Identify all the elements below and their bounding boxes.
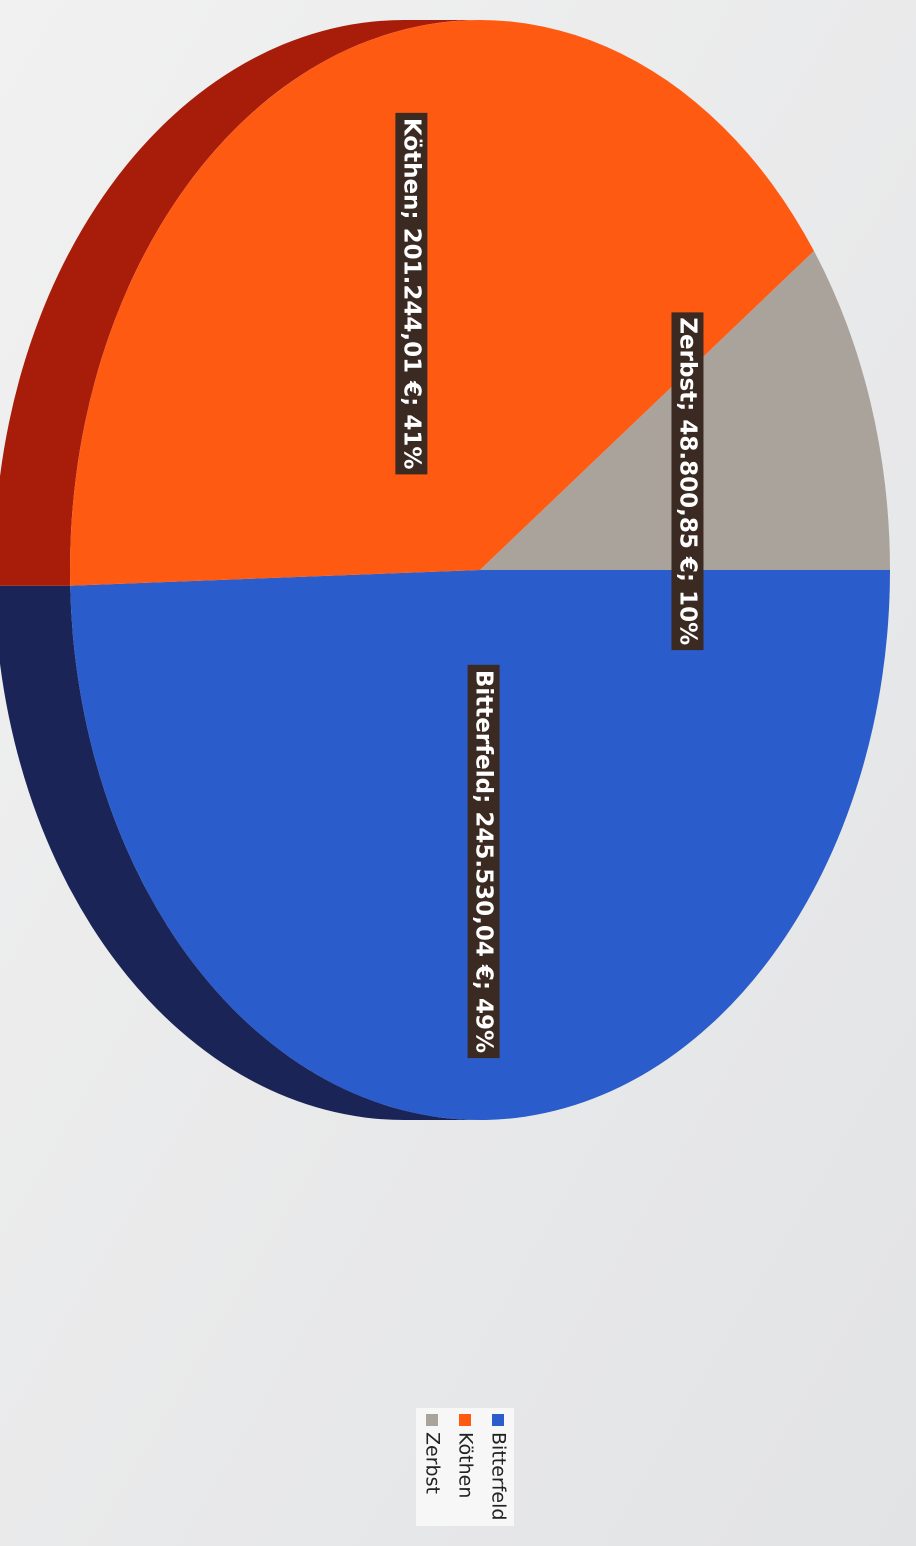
- data-label: Zerbst; 48.800,85 €; 10%: [674, 317, 700, 645]
- pie-side: [0, 585, 480, 1120]
- data-label-box: [671, 312, 704, 651]
- pie-side: [0, 20, 480, 586]
- data-label-box: [467, 664, 500, 1059]
- data-label: Köthen; 201.244,01 €; 41%: [398, 118, 424, 470]
- legend-label: Bitterfeld: [488, 1432, 510, 1520]
- legend-swatch: [426, 1414, 438, 1426]
- rotated-chart: Bitterfeld; 245.530,04 €; 49% Köthen; 201…: [0, 20, 890, 1526]
- legend-label: Köthen: [455, 1432, 477, 1498]
- legend-swatch: [492, 1414, 504, 1426]
- legend-swatch: [459, 1414, 471, 1426]
- pie-slice: [70, 20, 814, 586]
- data-label-box: [395, 112, 428, 475]
- legend-box: [416, 1408, 514, 1526]
- data-label: Bitterfeld; 245.530,04 €; 49%: [471, 670, 497, 1053]
- legend-label: Zerbst: [422, 1432, 444, 1494]
